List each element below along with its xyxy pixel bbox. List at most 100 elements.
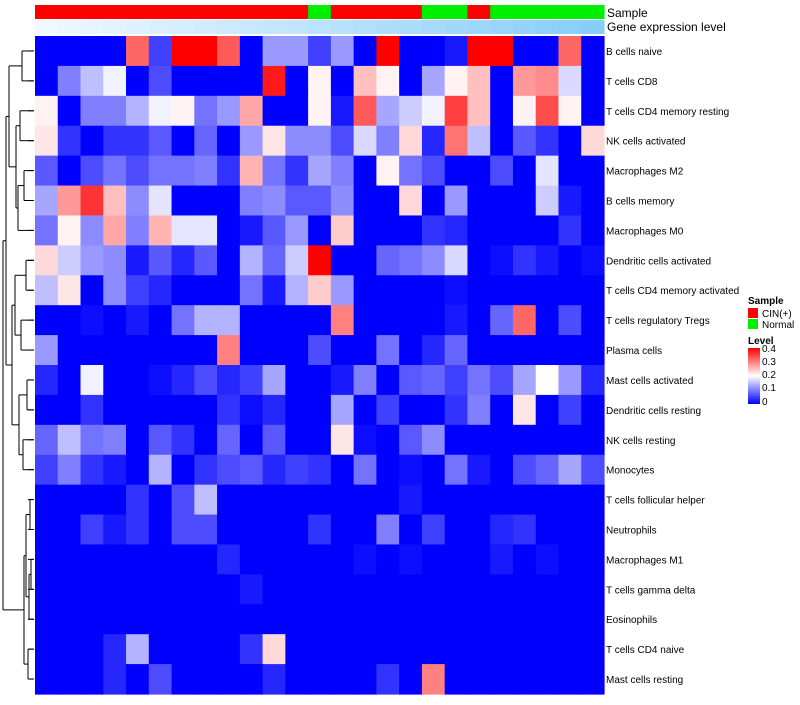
heatmap-cell [330,125,355,157]
sample-annotation-cell [194,5,218,19]
heatmap-cell [399,604,423,635]
heatmap-cell [512,394,537,426]
heatmap-cell [126,514,150,546]
heatmap-cell [148,65,173,97]
heatmap-cell [467,125,491,157]
heatmap-cell [535,65,560,97]
heatmap-cell [512,574,537,605]
heatmap-cell [581,36,605,67]
heatmap-cell [285,215,309,246]
heatmap-cell [239,365,264,396]
heatmap-cell [171,125,195,157]
heatmap-cell [217,275,241,306]
row-label: T cells CD8 [606,77,658,88]
heatmap-cell [126,36,150,67]
heatmap-cell [171,36,195,67]
heatmap-cell [512,305,537,336]
heatmap-cell [353,275,377,306]
heatmap-cell [217,604,241,635]
expression-level-annotation-cell [103,20,127,34]
heatmap-cell [581,394,605,426]
heatmap-cell [535,484,560,516]
expression-level-annotation-cell [35,20,59,34]
row-label: Monocytes [606,466,654,477]
heatmap-cell [467,36,491,67]
heatmap-cell [217,544,241,575]
heatmap-cell [330,215,355,246]
heatmap-cell [467,604,491,635]
heatmap-cell [57,65,82,97]
heatmap-cell [126,215,150,246]
heatmap-cell [444,36,469,67]
heatmap-cell [581,544,605,575]
legend: Sample CIN(+) Normal Level 0.4 0.3 0.2 0… [748,296,794,408]
sample-annotation-cell [217,5,241,19]
heatmap-cell [217,664,241,695]
heatmap-cell [330,424,355,456]
heatmap-cell [35,424,59,456]
heatmap-cell [57,365,82,396]
heatmap-cell [581,424,605,456]
heatmap-cell [103,125,127,157]
heatmap-cell [126,574,150,605]
expression-level-annotation-cell [148,20,173,34]
heatmap-cell [330,634,355,665]
heatmap-cell [194,394,218,426]
expression-level-annotation-cell [80,20,104,34]
heatmap-cell [467,664,491,695]
row-label: NK cells activated [606,137,685,148]
heatmap-cell [285,36,309,67]
heatmap-cell [421,454,446,486]
heatmap-cell [194,664,218,695]
heatmap-cell [376,424,400,456]
heatmap-cell [490,185,514,217]
heatmap-cell [103,95,127,127]
heatmap-cell [308,664,332,695]
heatmap-cell [171,544,195,575]
heatmap-cell [126,454,150,486]
heatmap-cell [399,245,423,276]
heatmap-cell [558,185,582,217]
heatmap-cell [308,245,332,276]
heatmap-cell [171,424,195,456]
heatmap-cell [376,275,400,306]
heatmap-cell [35,604,59,635]
heatmap-cell [330,95,355,127]
heatmap-cell [330,155,355,187]
sample-annotation-cell [148,5,173,19]
heatmap-cell [308,155,332,187]
heatmap-cell [353,604,377,635]
row-label: Dendritic cells activated [606,256,711,267]
heatmap-cell [581,454,605,486]
heatmap-cell [308,335,332,366]
heatmap-cell [535,664,560,695]
heatmap-cell [103,634,127,665]
heatmap-cell [80,424,104,456]
heatmap-cell [239,305,264,336]
heatmap-cell [535,634,560,665]
heatmap-cell [262,335,286,366]
heatmap-cell [308,454,332,486]
heatmap-cell [103,245,127,276]
heatmap-cell [421,574,446,605]
heatmap-cell [239,394,264,426]
heatmap-cell [558,365,582,396]
expression-level-annotation-cell [581,20,605,34]
heatmap-cell [57,245,82,276]
legend-level-tick: 0.1 [762,383,776,394]
heatmap-cell [103,454,127,486]
heatmap-cell [558,155,582,187]
heatmap-cell [148,484,173,516]
heatmap-cell [217,215,241,246]
sample-annotation-cell [581,5,605,19]
heatmap-cell [308,514,332,546]
heatmap-cell [376,155,400,187]
heatmap-cell [171,365,195,396]
heatmap-cell [444,634,469,665]
heatmap-cell [308,365,332,396]
heatmap-cell [80,305,104,336]
heatmap-cell [353,394,377,426]
heatmap-cell [444,305,469,336]
heatmap-cell [399,484,423,516]
heatmap-cell [262,394,286,426]
